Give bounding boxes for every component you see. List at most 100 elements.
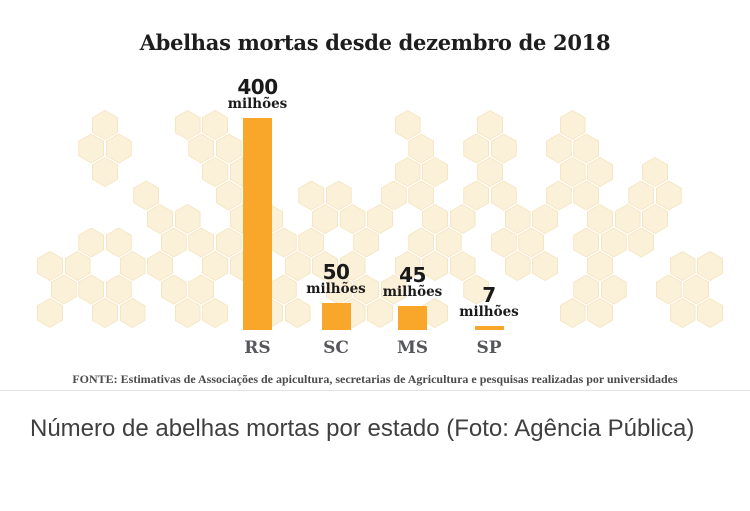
value-label-SP: 7 milhões	[444, 285, 534, 320]
hexagon-cell-fill	[216, 228, 241, 257]
hexagon-cell	[78, 133, 105, 164]
hexagon-cell	[449, 251, 476, 281]
hexagon-cell-fill	[464, 181, 489, 210]
hexagon-cell	[325, 274, 352, 305]
hexagon-cell-fill	[546, 134, 571, 163]
hexagon-cell	[325, 180, 352, 211]
bar-MS	[398, 306, 427, 330]
source-note: FONTE: Estimativas de Associações de api…	[72, 372, 678, 386]
hexagon-cell-fill	[299, 228, 324, 257]
hexagon-cell-fill	[588, 205, 612, 233]
hexagon-cell-fill	[436, 228, 461, 257]
value-unit: milhões	[306, 281, 366, 297]
hexagon-cell-fill	[79, 134, 104, 163]
hexagon-cell	[435, 227, 462, 258]
value-label-MS: 45 milhões	[368, 265, 458, 300]
hexagon-cell-fill	[519, 228, 544, 257]
hexagon-cell-fill	[175, 205, 200, 233]
hexagon-cell-fill	[299, 181, 324, 210]
hexagon-cell	[92, 298, 118, 328]
hexagon-cell	[573, 274, 600, 305]
hexagon-cell	[422, 251, 448, 281]
hexagon-cell-fill	[464, 134, 489, 163]
hexagon-cell-fill	[368, 205, 392, 233]
hexagon-cell	[477, 110, 503, 140]
hexagon-cell	[449, 204, 476, 234]
chart-title: Abelhas mortas desde dezembro de 2018	[139, 30, 611, 55]
hexagon-cell	[119, 298, 146, 328]
value-unit: milhões	[459, 304, 519, 320]
hexagon-cell-fill	[93, 158, 117, 186]
hexagon-cell-fill	[546, 181, 571, 210]
value-number: 50	[322, 260, 350, 284]
hexagon-cell	[463, 274, 490, 305]
hexagon-cell-fill	[423, 205, 447, 233]
hexagon-cell-fill	[478, 158, 502, 186]
hexagon-cell	[284, 251, 311, 281]
hexagon-cell-fill	[629, 228, 654, 257]
category-label-SC: SC	[323, 338, 349, 358]
bar-chart-area: 400 milhões RS 50 milhões SC 45 milhões MS 7 milhõ…	[213, 77, 534, 358]
hexagon-cell-fill	[106, 228, 131, 257]
hexagon-cell	[298, 180, 325, 211]
hexagon-cell	[312, 204, 338, 234]
hexagon-cell	[422, 204, 448, 234]
bee-deaths-chart-figure: Abelhas mortas desde dezembro de 2018 40…	[0, 30, 750, 391]
hexagon-cell-fill	[533, 205, 557, 233]
hexagon-cell-fill	[354, 228, 379, 257]
hexagon-cell	[490, 227, 517, 258]
hexagon-cell-fill	[189, 228, 214, 257]
category-label-RS: RS	[244, 338, 271, 358]
hexagon-cell-fill	[161, 228, 186, 257]
hexagon-cell	[408, 133, 435, 164]
hexagon-cell-fill	[505, 205, 530, 233]
hexagon-cell	[78, 227, 105, 258]
hexagon-cell	[422, 157, 448, 187]
hexagon-cell-fill	[450, 205, 475, 233]
hexagon-cell	[394, 110, 421, 140]
hexagon-cell-fill	[395, 158, 420, 186]
hexagon-cell-fill	[491, 181, 516, 210]
hexagon-cell-fill	[409, 134, 434, 163]
hexagon-cell-fill	[271, 228, 296, 257]
hexagon-cell	[422, 298, 448, 328]
hexagon-cell-fill	[340, 205, 365, 233]
category-label-SP: SP	[476, 338, 502, 358]
hexagon-cell	[353, 274, 380, 305]
value-label-SC: 50 milhões	[291, 262, 381, 297]
hexagon-cell-fill	[643, 205, 667, 233]
hexagon-cell-fill	[601, 228, 626, 257]
hexagon-cell	[64, 251, 91, 281]
hexagon-cell-fill	[643, 158, 667, 186]
hexagon-cell	[394, 157, 421, 187]
hexagon-cell	[339, 204, 366, 234]
hexagon-cell	[312, 251, 338, 281]
value-label-RS: 400 milhões	[213, 77, 303, 112]
hexagon-cell-fill	[560, 158, 585, 186]
hexagon-cell-fill	[313, 205, 337, 233]
bar-RS	[243, 118, 272, 330]
hexagon-cell	[298, 227, 325, 258]
hexagon-cell	[380, 274, 407, 305]
hexagon-cell-fill	[148, 205, 172, 233]
value-unit: milhões	[227, 96, 288, 112]
hexagon-cell-fill	[656, 181, 681, 210]
hexagon-cell-fill	[409, 228, 434, 257]
hexagon-cell	[408, 227, 435, 258]
hexagon-cell	[270, 227, 297, 258]
hexagon-cell	[339, 251, 366, 281]
hexagon-cell-fill	[574, 134, 599, 163]
hexagon-cell-fill	[491, 134, 516, 163]
hexagon-cell	[92, 157, 118, 187]
hexagon-cell	[284, 298, 311, 328]
hexagon-cell-fill	[574, 181, 599, 210]
value-number: 400	[237, 75, 278, 99]
hexagon-cell	[105, 227, 132, 258]
hexagon-cell	[105, 274, 132, 305]
hexagon-cell	[270, 274, 297, 305]
hexagon-cell	[408, 180, 435, 211]
bar-SP	[474, 326, 504, 330]
category-label-MS: MS	[396, 338, 429, 358]
hexagon-cell-fill	[203, 158, 227, 186]
hexagon-cell-fill	[79, 228, 104, 257]
